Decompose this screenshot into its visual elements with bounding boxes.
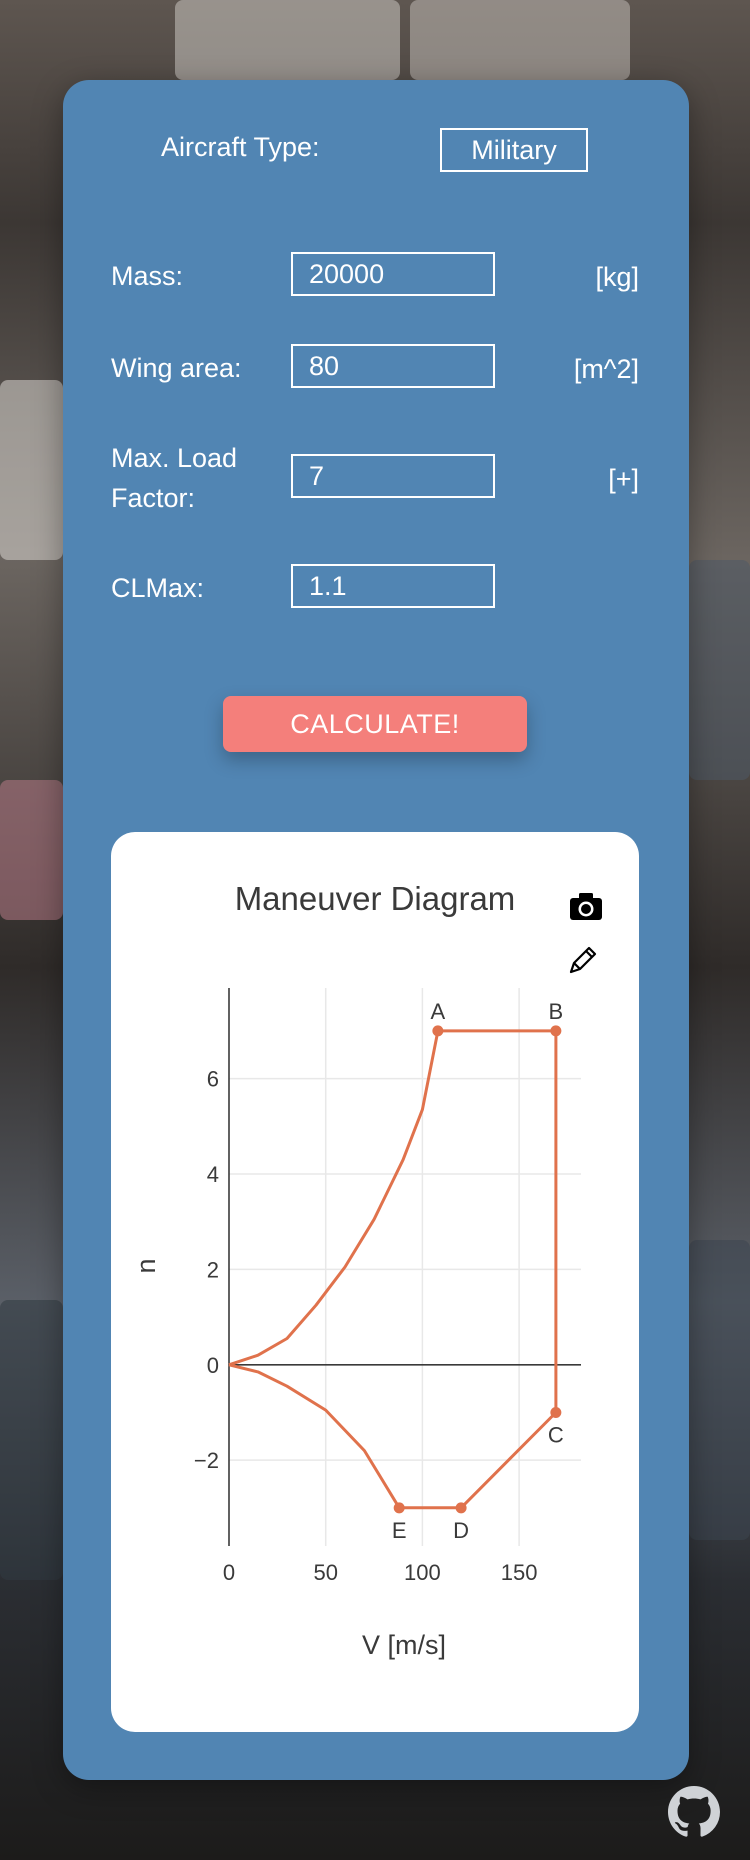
maneuver-chart: Maneuver Diagram 0 50 100 150 −2 0 2 4 6 A B C D E V …	[111, 832, 639, 1732]
wing-area-input[interactable]	[291, 344, 495, 388]
wing-area-label: Wing area:	[111, 353, 242, 383]
calculate-button[interactable]: CALCULATE!	[223, 696, 527, 752]
y-tick-label: 0	[207, 1353, 219, 1378]
background-shape	[410, 0, 630, 80]
mass-input[interactable]	[291, 252, 495, 296]
background-shape	[0, 780, 63, 920]
clmax-label: CLMax:	[111, 573, 205, 603]
aircraft-type-button[interactable]: Military	[440, 128, 588, 172]
pencil-icon[interactable]	[569, 946, 597, 974]
point-d	[455, 1502, 467, 1514]
point-label-a: A	[431, 999, 446, 1024]
clmax-input[interactable]	[291, 564, 495, 608]
background-shape	[175, 0, 400, 80]
y-axis-label: n	[131, 1258, 161, 1273]
x-tick-label: 100	[404, 1560, 441, 1585]
max-load-factor-unit: [+]	[608, 464, 639, 494]
max-load-factor-label: Max. Load Factor:	[111, 443, 238, 513]
chart-title: Maneuver Diagram	[235, 880, 516, 917]
point-a	[432, 1025, 444, 1037]
github-icon[interactable]	[668, 1786, 720, 1838]
camera-icon[interactable]	[570, 893, 602, 920]
point-label-b: B	[549, 999, 564, 1024]
mass-unit: [kg]	[595, 262, 639, 292]
lower-stall-curve	[228, 1363, 401, 1509]
plot-area: 0 50 100 150 −2 0 2 4 6 A B C D E	[194, 988, 581, 1585]
point-label-e: E	[392, 1518, 407, 1543]
point-label-d: D	[453, 1518, 469, 1543]
background-shape	[0, 1300, 63, 1580]
max-load-factor-input[interactable]	[291, 454, 495, 498]
x-tick-label: 0	[223, 1560, 235, 1585]
point-e	[393, 1502, 405, 1514]
point-label-c: C	[548, 1422, 564, 1447]
mass-label: Mass:	[111, 261, 184, 291]
y-tick-label: 6	[207, 1067, 219, 1092]
x-axis-label: V [m/s]	[362, 1630, 446, 1660]
point-b	[550, 1025, 562, 1037]
x-tick-label: 50	[313, 1560, 337, 1585]
upper-stall-curve	[228, 1030, 440, 1367]
wing-area-unit: [m^2]	[573, 354, 639, 384]
x-tick-label: 150	[501, 1560, 538, 1585]
y-tick-label: 2	[207, 1257, 219, 1282]
y-tick-label: 4	[207, 1162, 219, 1187]
point-c	[550, 1406, 562, 1418]
chart-svg: Maneuver Diagram 0 50 100 150 −2 0 2 4 6 A B C D E V …	[131, 880, 602, 1660]
background-shape	[0, 380, 63, 560]
y-tick-label: −2	[194, 1448, 219, 1473]
background-shape	[689, 1240, 750, 1540]
aircraft-type-label: Aircraft Type:	[161, 132, 320, 162]
calculator-card: Aircraft Type: Military Mass: [kg] Wing …	[63, 80, 689, 1780]
background-shape	[689, 560, 750, 780]
